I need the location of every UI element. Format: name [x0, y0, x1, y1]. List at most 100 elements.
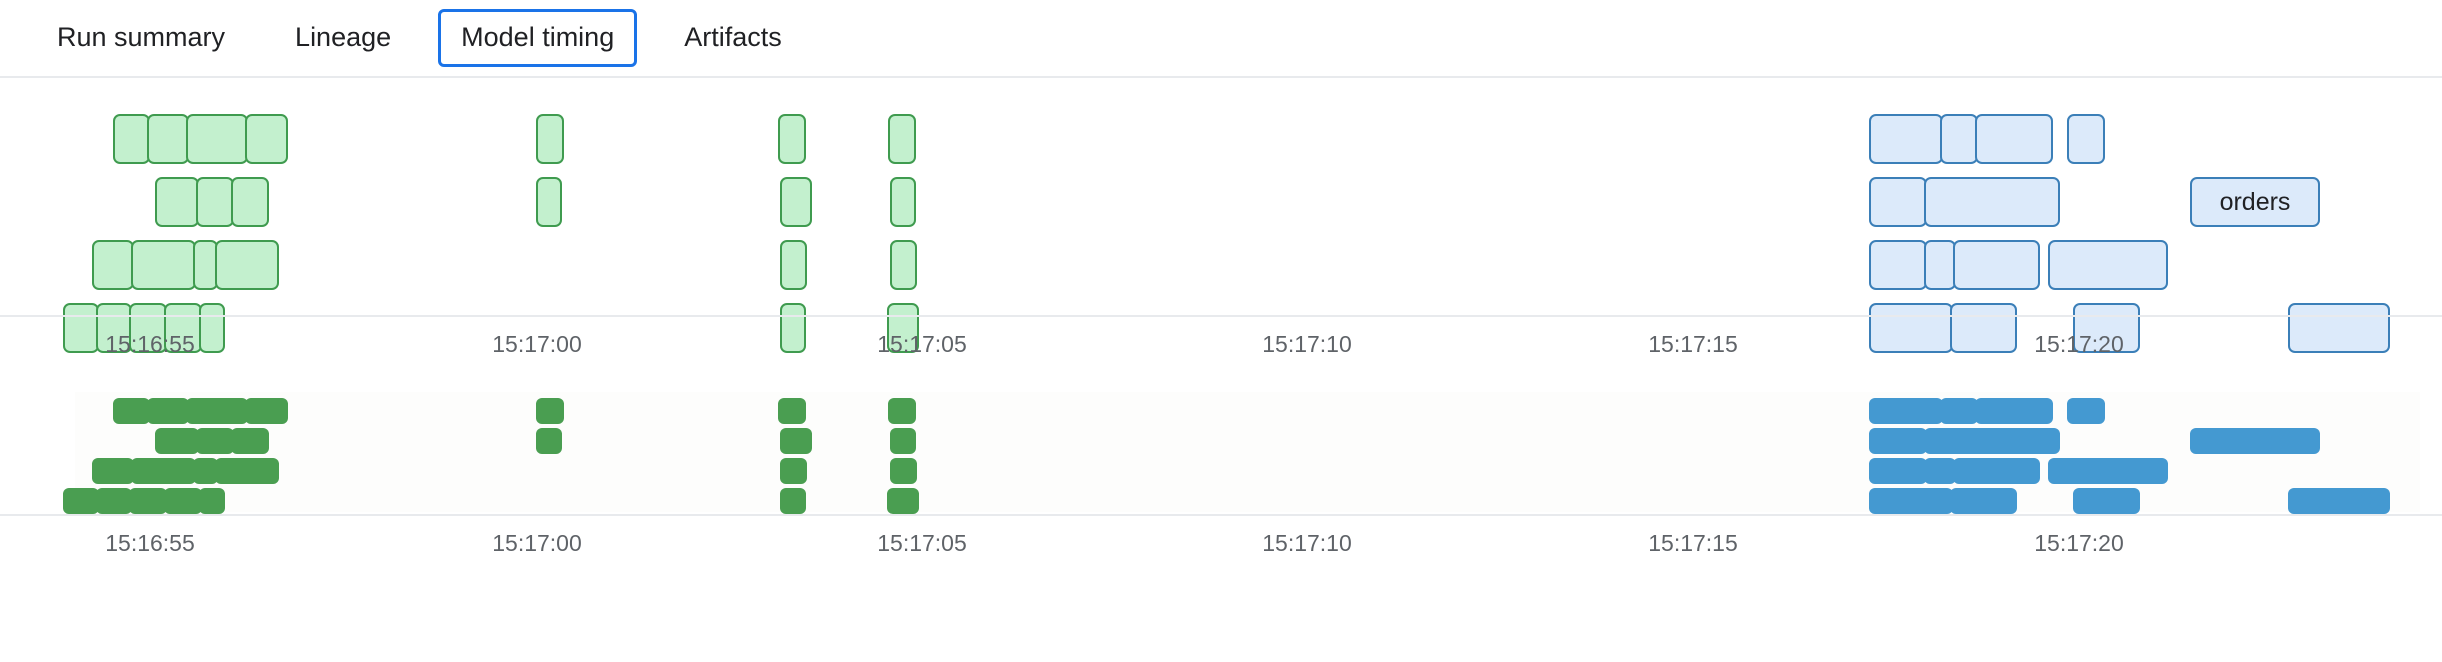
axis-tick-label: 15:17:05	[877, 530, 967, 556]
gantt-bar[interactable]	[1940, 398, 1978, 424]
gantt-bar[interactable]	[2288, 488, 2390, 514]
gantt-bar[interactable]	[63, 303, 99, 353]
gantt-bar[interactable]	[536, 428, 562, 454]
gantt-bar[interactable]	[147, 398, 189, 424]
gantt-bar[interactable]	[1869, 177, 1927, 227]
gantt-bar[interactable]	[1950, 488, 2017, 514]
axis-tick-label: 15:17:10	[1262, 530, 1352, 556]
gantt-bar[interactable]	[780, 428, 812, 454]
gantt-bar[interactable]	[245, 114, 288, 164]
gantt-bar-label: orders	[2219, 187, 2291, 216]
gantt-bar[interactable]	[890, 428, 916, 454]
tab-artifacts[interactable]: Artifacts	[684, 22, 782, 53]
gantt-bar[interactable]	[231, 428, 269, 454]
tab-lineage[interactable]: Lineage	[295, 22, 392, 53]
gantt-bar[interactable]	[2288, 303, 2390, 353]
gantt-bar[interactable]	[536, 177, 562, 227]
gantt-bar[interactable]	[186, 398, 248, 424]
gantt-bar[interactable]	[536, 398, 564, 424]
gantt-bar[interactable]	[2048, 458, 2168, 484]
gantt-bar[interactable]	[778, 114, 806, 164]
gantt-overview-plot[interactable]	[0, 378, 2442, 518]
gantt-detail-plot[interactable]: orders	[0, 78, 2442, 353]
axis-tick-label: 15:17:05	[877, 331, 967, 357]
gantt-bar[interactable]	[186, 114, 248, 164]
gantt-bar[interactable]	[131, 240, 196, 290]
gantt-bar[interactable]	[231, 177, 269, 227]
gantt-bar[interactable]	[1869, 458, 1927, 484]
gantt-bar[interactable]	[890, 177, 916, 227]
gantt-bar[interactable]	[780, 240, 807, 290]
gantt-bar[interactable]	[113, 114, 150, 164]
gantt-bar[interactable]	[147, 114, 189, 164]
gantt-bar[interactable]	[193, 458, 218, 484]
gantt-bar[interactable]	[2067, 398, 2105, 424]
gantt-bar[interactable]	[2073, 488, 2140, 514]
gantt-bar[interactable]	[780, 303, 806, 353]
axis-tick-label: 15:16:55	[105, 331, 195, 357]
gantt-bar[interactable]	[199, 488, 225, 514]
time-axis-detail: 15:16:55 15:17:00 15:17:05 15:17:10 15:17:15…	[0, 315, 2442, 375]
gantt-bar[interactable]	[1975, 398, 2053, 424]
gantt-bar[interactable]	[193, 240, 218, 290]
gantt-bar[interactable]	[536, 114, 564, 164]
gantt-bar[interactable]	[199, 303, 225, 353]
gantt-bar[interactable]	[92, 458, 134, 484]
gantt-bar[interactable]	[2048, 240, 2168, 290]
gantt-bar[interactable]	[780, 488, 806, 514]
gantt-bar[interactable]	[778, 398, 806, 424]
gantt-bar[interactable]	[780, 458, 807, 484]
gantt-bar[interactable]	[1869, 488, 1953, 514]
gantt-bar[interactable]	[92, 240, 134, 290]
axis-tick-label: 15:17:20	[2034, 530, 2124, 556]
gantt-bar[interactable]	[1924, 240, 1956, 290]
gantt-bar[interactable]	[887, 303, 919, 353]
gantt-bar[interactable]	[1975, 114, 2053, 164]
gantt-bar[interactable]	[888, 114, 916, 164]
gantt-bar[interactable]	[164, 303, 202, 353]
gantt-bar[interactable]	[164, 488, 202, 514]
gantt-bar[interactable]	[1953, 458, 2040, 484]
gantt-bar[interactable]	[215, 240, 279, 290]
axis-tick-label: 15:17:15	[1648, 530, 1738, 556]
gantt-detail-panel[interactable]: orders 15:16:55 15:17:00 15:17:05 15:17:10 1…	[0, 78, 2442, 378]
gantt-bar[interactable]	[63, 488, 99, 514]
gantt-bar[interactable]	[1869, 428, 1927, 454]
gantt-bar[interactable]	[196, 177, 234, 227]
gantt-bar[interactable]	[129, 488, 167, 514]
gantt-bar[interactable]	[155, 428, 199, 454]
gantt-bar[interactable]	[131, 458, 196, 484]
axis-tick-label: 15:17:00	[492, 530, 582, 556]
gantt-bar[interactable]	[1924, 428, 2060, 454]
axis-tick-label: 15:17:15	[1648, 331, 1738, 357]
gantt-bar[interactable]	[1869, 303, 1953, 353]
gantt-bar[interactable]	[890, 458, 917, 484]
axis-tick-label: 15:17:00	[492, 331, 582, 357]
gantt-bar[interactable]	[1953, 240, 2040, 290]
gantt-bar[interactable]	[2073, 303, 2140, 353]
gantt-bar[interactable]	[1869, 240, 1927, 290]
tab-model-timing[interactable]: Model timing	[438, 9, 638, 67]
gantt-bar[interactable]: orders	[2190, 177, 2320, 227]
gantt-bar[interactable]	[890, 240, 917, 290]
gantt-bar[interactable]	[215, 458, 279, 484]
gantt-bar[interactable]	[780, 177, 812, 227]
gantt-bar[interactable]	[2067, 114, 2105, 164]
gantt-bar[interactable]	[1924, 458, 1956, 484]
gantt-bar[interactable]	[1924, 177, 2060, 227]
gantt-bar[interactable]	[196, 428, 234, 454]
gantt-bar[interactable]	[2190, 428, 2320, 454]
gantt-overview-panel[interactable]: 15:16:55 15:17:00 15:17:05 15:17:10 15:17:15…	[0, 378, 2442, 638]
gantt-bar[interactable]	[96, 303, 132, 353]
gantt-bar[interactable]	[155, 177, 199, 227]
gantt-bar[interactable]	[1950, 303, 2017, 353]
gantt-bar[interactable]	[96, 488, 132, 514]
gantt-bar[interactable]	[113, 398, 150, 424]
gantt-bar[interactable]	[245, 398, 288, 424]
gantt-bar[interactable]	[888, 398, 916, 424]
gantt-bar[interactable]	[1869, 114, 1943, 164]
gantt-bar[interactable]	[887, 488, 919, 514]
gantt-bar[interactable]	[1869, 398, 1943, 424]
tab-run-summary[interactable]: Run summary	[57, 22, 226, 53]
gantt-bar[interactable]	[1940, 114, 1978, 164]
